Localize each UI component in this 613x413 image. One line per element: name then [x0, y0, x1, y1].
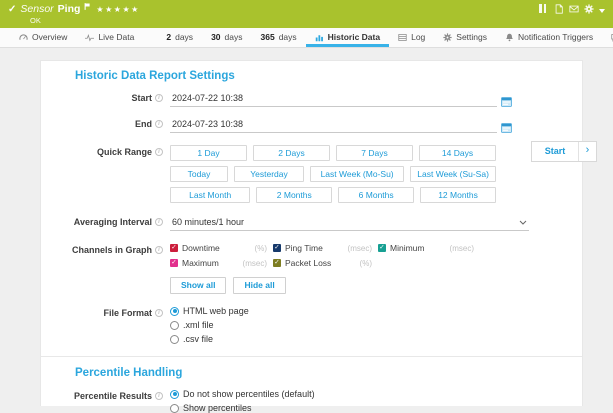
quick-range-row: Quick Rangei 1 Day 2 Days 7 Days 14 Days… [41, 145, 582, 203]
start-row: Starti 2024-07-22 10:38 [41, 91, 582, 107]
channel-maximum: ✓ Maximum (msec) [170, 258, 267, 268]
percentile-results-row: Percentile Resultsi Do not show percenti… [41, 389, 582, 413]
file-format-csv-option[interactable]: .csv file [170, 334, 249, 344]
end-label: End [135, 119, 152, 129]
sensor-name: Ping [58, 3, 81, 15]
status-check-icon: ✓ [8, 4, 16, 15]
channels-row: Channels in Graphi ✓ Downtime (%) ✓ Ping… [41, 243, 582, 294]
averaging-interval-label: Averaging Interval [74, 217, 152, 227]
gauge-icon [19, 33, 28, 42]
tab-365-days[interactable]: 365days [252, 28, 306, 47]
averaging-interval-select[interactable]: 60 minutes/1 hour [170, 215, 529, 231]
sensor-header: ✓ Sensor Ping ★★★★★ OK [0, 0, 613, 28]
flag-icon [84, 1, 90, 13]
radio-icon[interactable] [170, 404, 179, 413]
prtg-sensor-page: ✓ Sensor Ping ★★★★★ OK [0, 0, 613, 406]
channel-checkbox[interactable]: ✓ [273, 259, 281, 267]
channel-checkbox[interactable]: ✓ [273, 244, 281, 252]
quick-range-6-months-button[interactable]: 6 Months [338, 187, 414, 203]
channels-label: Channels in Graph [72, 245, 152, 255]
info-icon[interactable]: i [155, 148, 163, 156]
quick-range-label: Quick Range [97, 147, 152, 157]
quick-range-14-days-button[interactable]: 14 Days [419, 145, 496, 161]
file-format-html-option[interactable]: HTML web page [170, 306, 249, 316]
tab-log[interactable]: Log [389, 28, 434, 47]
tab-live-data[interactable]: Live Data [76, 28, 143, 47]
file-format-row: File Formati HTML web page .xml file .cs… [41, 306, 582, 344]
info-icon[interactable]: i [155, 218, 163, 226]
info-icon[interactable]: i [155, 392, 163, 400]
priority-stars[interactable]: ★★★★★ [96, 5, 139, 14]
percentile-results-label: Percentile Results [74, 391, 152, 401]
pause-icon[interactable] [539, 4, 549, 14]
calendar-icon[interactable] [501, 96, 512, 107]
sensor-title: ✓ Sensor Ping ★★★★★ [8, 3, 140, 15]
gear-icon [443, 33, 452, 42]
table-icon [398, 33, 407, 42]
quick-range-last-week-mo-su-button[interactable]: Last Week (Mo-Su) [310, 166, 404, 182]
file-format-xml-option[interactable]: .xml file [170, 320, 249, 330]
start-label: Start [131, 93, 152, 103]
end-row: Endi 2024-07-23 10:38 [41, 117, 582, 133]
quick-range-2-months-button[interactable]: 2 Months [256, 187, 332, 203]
quick-range-today-button[interactable]: Today [170, 166, 228, 182]
percentile-on-option[interactable]: Show percentiles [170, 403, 315, 413]
averaging-interval-row: Averaging Intervali 60 minutes/1 hour [41, 215, 582, 231]
end-date-input[interactable]: 2024-07-23 10:38 [170, 117, 497, 133]
tab-notification-triggers[interactable]: Notification Triggers [496, 28, 602, 47]
section-title-percentile: Percentile Handling [75, 367, 582, 379]
tab-bar: Overview Live Data 2days 30days 365days … [0, 28, 613, 48]
channel-ping-time: ✓ Ping Time (msec) [273, 243, 372, 253]
section-title-report-settings: Historic Data Report Settings [75, 70, 582, 82]
start-date-input[interactable]: 2024-07-22 10:38 [170, 91, 497, 107]
chevron-down-icon [519, 220, 527, 225]
channel-checkbox[interactable]: ✓ [378, 244, 386, 252]
chevron-right-icon[interactable]: › [578, 142, 596, 161]
tab-historic-data[interactable]: Historic Data [306, 28, 389, 47]
quick-range-last-week-su-sa-button[interactable]: Last Week (Su-Sa) [410, 166, 496, 182]
channel-checkbox[interactable]: ✓ [170, 259, 178, 267]
info-icon[interactable]: i [155, 246, 163, 254]
quick-range-1-day-button[interactable]: 1 Day [170, 145, 247, 161]
channel-downtime: ✓ Downtime (%) [170, 243, 267, 253]
channel-minimum: ✓ Minimum (msec) [378, 243, 474, 253]
file-format-label: File Format [103, 308, 152, 318]
quick-range-last-month-button[interactable]: Last Month [170, 187, 250, 203]
tab-30-days[interactable]: 30days [202, 28, 251, 47]
radio-icon[interactable] [170, 321, 179, 330]
quick-range-12-months-button[interactable]: 12 Months [420, 187, 496, 203]
info-icon[interactable]: i [155, 94, 163, 102]
quick-range-2-days-button[interactable]: 2 Days [253, 145, 330, 161]
settings-panel: Historic Data Report Settings Starti 202… [40, 60, 583, 406]
percentile-off-option[interactable]: Do not show percentiles (default) [170, 389, 315, 399]
tab-comments[interactable]: Comments [602, 28, 613, 47]
quick-range-yesterday-button[interactable]: Yesterday [234, 166, 304, 182]
channel-packet-loss: ✓ Packet Loss (%) [273, 258, 372, 268]
radio-icon[interactable] [170, 335, 179, 344]
caret-down-icon[interactable] [599, 9, 605, 13]
radio-selected-icon[interactable] [170, 307, 179, 316]
hide-all-button[interactable]: Hide all [233, 277, 285, 294]
start-report-button[interactable]: Start › [531, 141, 597, 162]
info-icon[interactable]: i [155, 120, 163, 128]
email-icon[interactable] [569, 4, 579, 14]
tab-overview[interactable]: Overview [10, 28, 76, 47]
pulse-icon [85, 33, 94, 42]
section-divider [41, 356, 582, 357]
bar-chart-icon [315, 33, 324, 42]
tab-settings[interactable]: Settings [434, 28, 496, 47]
report-icon[interactable] [554, 4, 564, 14]
start-report-label[interactable]: Start [532, 142, 578, 161]
bell-icon [505, 33, 514, 42]
sensor-kind-label: Sensor [20, 3, 53, 15]
info-icon[interactable]: i [155, 309, 163, 317]
status-badge: OK [30, 16, 140, 25]
quick-range-7-days-button[interactable]: 7 Days [336, 145, 413, 161]
calendar-icon[interactable] [501, 122, 512, 133]
radio-selected-icon[interactable] [170, 390, 179, 399]
show-all-button[interactable]: Show all [170, 277, 226, 294]
gear-icon[interactable] [584, 4, 594, 14]
tab-2-days[interactable]: 2days [157, 28, 202, 47]
channel-checkbox[interactable]: ✓ [170, 244, 178, 252]
